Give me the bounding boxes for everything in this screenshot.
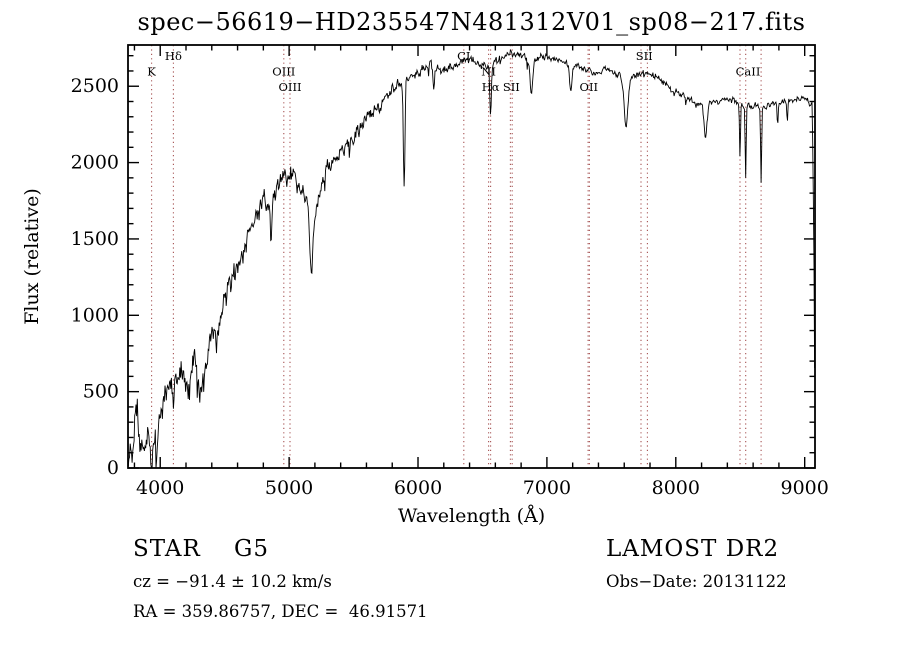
- spectral-line-label: OII: [580, 80, 599, 94]
- x-tick-label: 9000: [781, 477, 829, 499]
- x-tick-label: 6000: [394, 477, 442, 499]
- spectral-line-label: Hα: [482, 80, 500, 94]
- spectral-line-label: SII: [503, 80, 520, 94]
- y-tick-label: 500: [83, 381, 119, 403]
- figure-title: spec−56619−HD235547N481312V01_sp08−217.f…: [137, 8, 806, 36]
- radial-velocity-value: cz = −91.4 ± 10.2 km/s: [133, 572, 332, 591]
- x-tick-label: 5000: [265, 477, 313, 499]
- y-tick-label: 2000: [71, 152, 119, 174]
- spectral-line-label: K: [147, 65, 156, 79]
- spectral-line-label: CaII: [736, 65, 761, 79]
- observation-date: Obs−Date: 20131122: [606, 572, 787, 591]
- y-axis-title: Flux (relative): [21, 188, 43, 325]
- ra-dec-coordinates: RA = 359.86757, DEC = 46.91571: [133, 602, 428, 621]
- x-tick-label: 4000: [136, 477, 184, 499]
- spectrum-line: [128, 49, 815, 468]
- spectral-line-label: Hδ: [165, 49, 182, 63]
- x-axis-title: Wavelength (Å): [398, 505, 545, 527]
- plot-box: [127, 44, 816, 469]
- spectral-line-label: OIII: [278, 80, 301, 94]
- survey-release-label: LAMOST DR2: [606, 536, 780, 562]
- spectral-line-label: CI: [457, 49, 470, 63]
- y-tick-label: 1000: [71, 304, 119, 326]
- object-class-label: STAR G5: [133, 536, 270, 562]
- y-tick-label: 2500: [71, 75, 119, 97]
- spectral-line-label: OIII: [272, 65, 295, 79]
- x-tick-label: 7000: [523, 477, 571, 499]
- spectral-line-label: SII: [636, 49, 653, 63]
- spectral-line-label: NI: [481, 65, 496, 79]
- x-tick-label: 8000: [652, 477, 700, 499]
- y-tick-label: 0: [107, 457, 119, 479]
- y-tick-label: 1500: [71, 228, 119, 250]
